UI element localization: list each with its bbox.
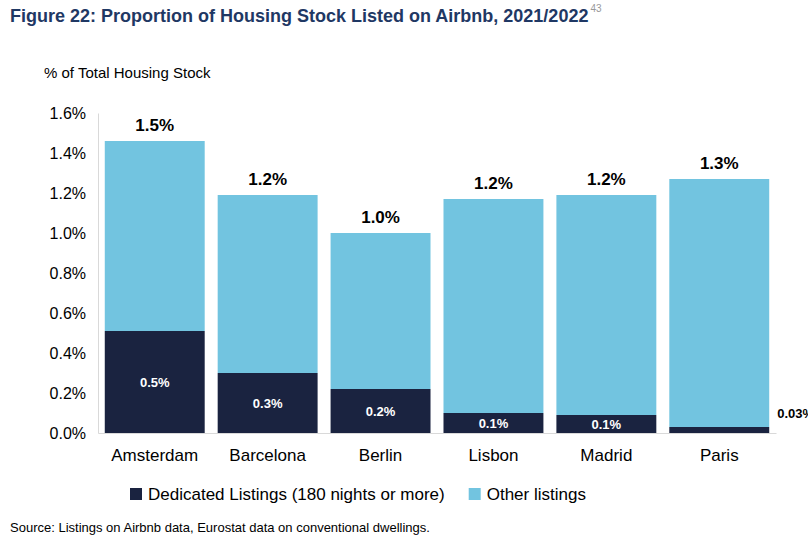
x-tick: Barcelona [229,433,306,465]
legend-label: Other listings [487,485,586,504]
bar-segment [556,415,656,433]
x-tick-label: Barcelona [229,446,306,465]
bar-segment [669,427,769,433]
y-tick: 0.8% [50,265,98,282]
data-label: 0.1% [592,417,622,432]
x-axis-line [99,433,777,434]
bar-segment [105,331,205,433]
total-label: 1.2% [587,170,626,189]
y-tick-label: 0.2% [50,385,86,402]
legend-swatch [130,488,142,500]
total-label: 1.3% [700,154,739,173]
data-label: 0.1% [479,416,509,431]
x-tick: Berlin [359,433,402,465]
y-tick-label: 1.4% [50,145,86,162]
x-tick: Madrid [580,433,632,465]
bar-segment [443,413,543,433]
legend-swatch [469,488,481,500]
bar-segment [105,141,205,331]
x-tick-label: Amsterdam [111,446,198,465]
y-tick-label: 1.0% [50,225,86,242]
bar-segment [331,233,431,389]
y-tick: 1.2% [50,185,98,202]
y-tick: 0.0% [50,425,98,442]
legend: Dedicated Listings (180 nights or more) O… [130,485,586,504]
bar-segment [556,195,656,415]
data-labels: 0.5% 0.3% 0.2% 0.1% 0.1% 0.03% 1.5% 1.2% 1.0% 1.2… [135,116,808,432]
y-tick-label: 0.6% [50,305,86,322]
title: Figure 22: Proportion of Housing Stock L… [10,6,588,26]
x-tick-label: Paris [700,446,739,465]
y-tick: 1.4% [50,145,98,162]
x-tick-label: Lisbon [468,446,518,465]
bar-segment [443,199,543,413]
x-tick-label: Berlin [359,446,402,465]
bar-segment [331,389,431,433]
x-tick: Paris [700,433,739,465]
y-tick: 1.0% [50,225,98,242]
y-axis: 0.0% 0.2% 0.4% 0.6% 0.8% 1.0% 1.2% 1.4% 1.6% [50,105,99,442]
y-tick-label: 1.6% [50,105,86,122]
bar-segment [669,179,769,427]
y-tick-label: 1.2% [50,185,86,202]
y-tick: 0.4% [50,345,98,362]
total-label: 1.2% [474,174,513,193]
x-axis: Amsterdam Barcelona Berlin Lisbon Madrid Pari… [99,433,777,465]
title-note: 43 [590,3,602,14]
y-tick-label: 0.8% [50,265,86,282]
y-axis-title: % of Total Housing Stock [44,64,211,81]
chart: Figure 22: Proportion of Housing Stock L… [0,0,808,550]
y-tick-label: 0.0% [50,425,86,442]
data-label: 0.03% [777,406,808,421]
x-tick-label: Madrid [580,446,632,465]
data-label: 0.3% [253,396,283,411]
y-axis-line [98,114,99,434]
bar-segment [218,373,318,433]
x-tick: Amsterdam [111,433,198,465]
x-tick: Lisbon [468,433,518,465]
data-label: 0.5% [140,375,170,390]
y-tick: 0.2% [50,385,98,402]
bar-segment [218,195,318,373]
total-label: 1.2% [248,170,287,189]
bars [105,141,769,433]
y-tick: 1.6% [50,105,98,122]
source: Source: Listings on Airbnb data, Eurosta… [10,520,430,535]
data-label: 0.2% [366,404,396,419]
total-label: 1.5% [135,116,174,135]
y-tick-label: 0.4% [50,345,86,362]
total-label: 1.0% [361,208,400,227]
legend-label: Dedicated Listings (180 nights or more) [148,485,445,504]
y-tick: 0.6% [50,305,98,322]
